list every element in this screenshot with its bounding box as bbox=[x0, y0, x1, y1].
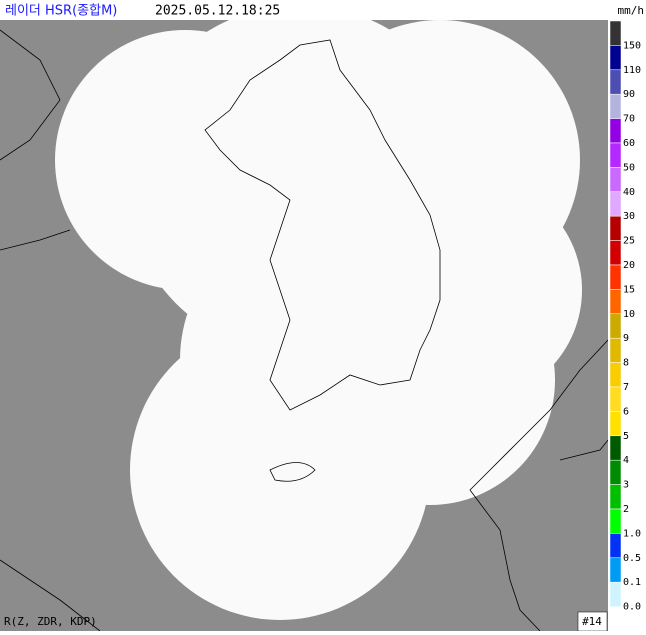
legend-label: 6 bbox=[623, 406, 629, 417]
legend-swatch bbox=[609, 411, 622, 437]
legend-swatch bbox=[609, 508, 622, 534]
legend-label: 0.1 bbox=[623, 577, 641, 588]
legend-label: 4 bbox=[623, 455, 629, 466]
legend-swatch bbox=[609, 240, 622, 266]
legend-swatch bbox=[609, 45, 622, 71]
legend-label: 9 bbox=[623, 333, 629, 344]
legend: 150 110 90 70 60 50 40 30 25 20 15 10 9 8 7 6 5 4 3 2 1.0 0.5… bbox=[609, 20, 641, 613]
legend-label: 110 bbox=[623, 65, 641, 76]
legend-swatch bbox=[609, 557, 622, 583]
legend-label: 50 bbox=[623, 162, 635, 173]
legend-label: 0.0 bbox=[623, 602, 641, 613]
legend-label: 10 bbox=[623, 309, 635, 320]
legend-swatch bbox=[609, 93, 622, 119]
unit: mm/h bbox=[618, 4, 645, 17]
legend-swatch bbox=[609, 264, 622, 290]
title: 레이더 HSR(종합M) bbox=[5, 4, 117, 19]
legend-label: 8 bbox=[623, 358, 629, 369]
legend-swatch bbox=[609, 435, 622, 461]
legend-swatch bbox=[609, 191, 622, 217]
algorithm: R(Z, ZDR, KDP) bbox=[4, 615, 97, 628]
legend-label: 70 bbox=[623, 114, 635, 125]
legend-label: 25 bbox=[623, 236, 635, 247]
timestamp: 2025.05.12.18:25 bbox=[155, 4, 280, 19]
legend-swatch bbox=[609, 313, 622, 339]
legend-swatch bbox=[609, 167, 622, 193]
legend-label: 15 bbox=[623, 284, 635, 295]
legend-label: 60 bbox=[623, 138, 635, 149]
legend-swatch bbox=[609, 459, 622, 485]
coastlines bbox=[0, 29, 608, 631]
legend-label: 3 bbox=[623, 480, 629, 491]
legend-swatch bbox=[609, 289, 622, 315]
legend-label: 150 bbox=[623, 40, 641, 51]
legend-label: 7 bbox=[623, 382, 629, 393]
legend-label: 5 bbox=[623, 431, 629, 442]
legend-label: 0.5 bbox=[623, 553, 641, 564]
legend-label: 1.0 bbox=[623, 528, 641, 539]
legend-swatch bbox=[609, 533, 622, 559]
legend-swatch bbox=[609, 581, 622, 607]
legend-label: 2 bbox=[623, 504, 629, 515]
legend-swatch bbox=[609, 362, 622, 388]
legend-swatch bbox=[609, 69, 622, 95]
frame-number: #14 bbox=[582, 615, 602, 628]
legend-swatch bbox=[609, 20, 622, 46]
radar-coverage bbox=[55, 20, 582, 620]
legend-label: 40 bbox=[623, 187, 635, 198]
legend-swatch bbox=[609, 386, 622, 412]
legend-swatch bbox=[609, 337, 622, 363]
legend-swatch bbox=[609, 484, 622, 510]
legend-label: 20 bbox=[623, 260, 635, 271]
legend-swatch bbox=[609, 142, 622, 168]
legend-label: 90 bbox=[623, 89, 635, 100]
legend-swatch bbox=[609, 215, 622, 241]
legend-label: 30 bbox=[623, 211, 635, 222]
legend-swatch bbox=[609, 118, 622, 144]
